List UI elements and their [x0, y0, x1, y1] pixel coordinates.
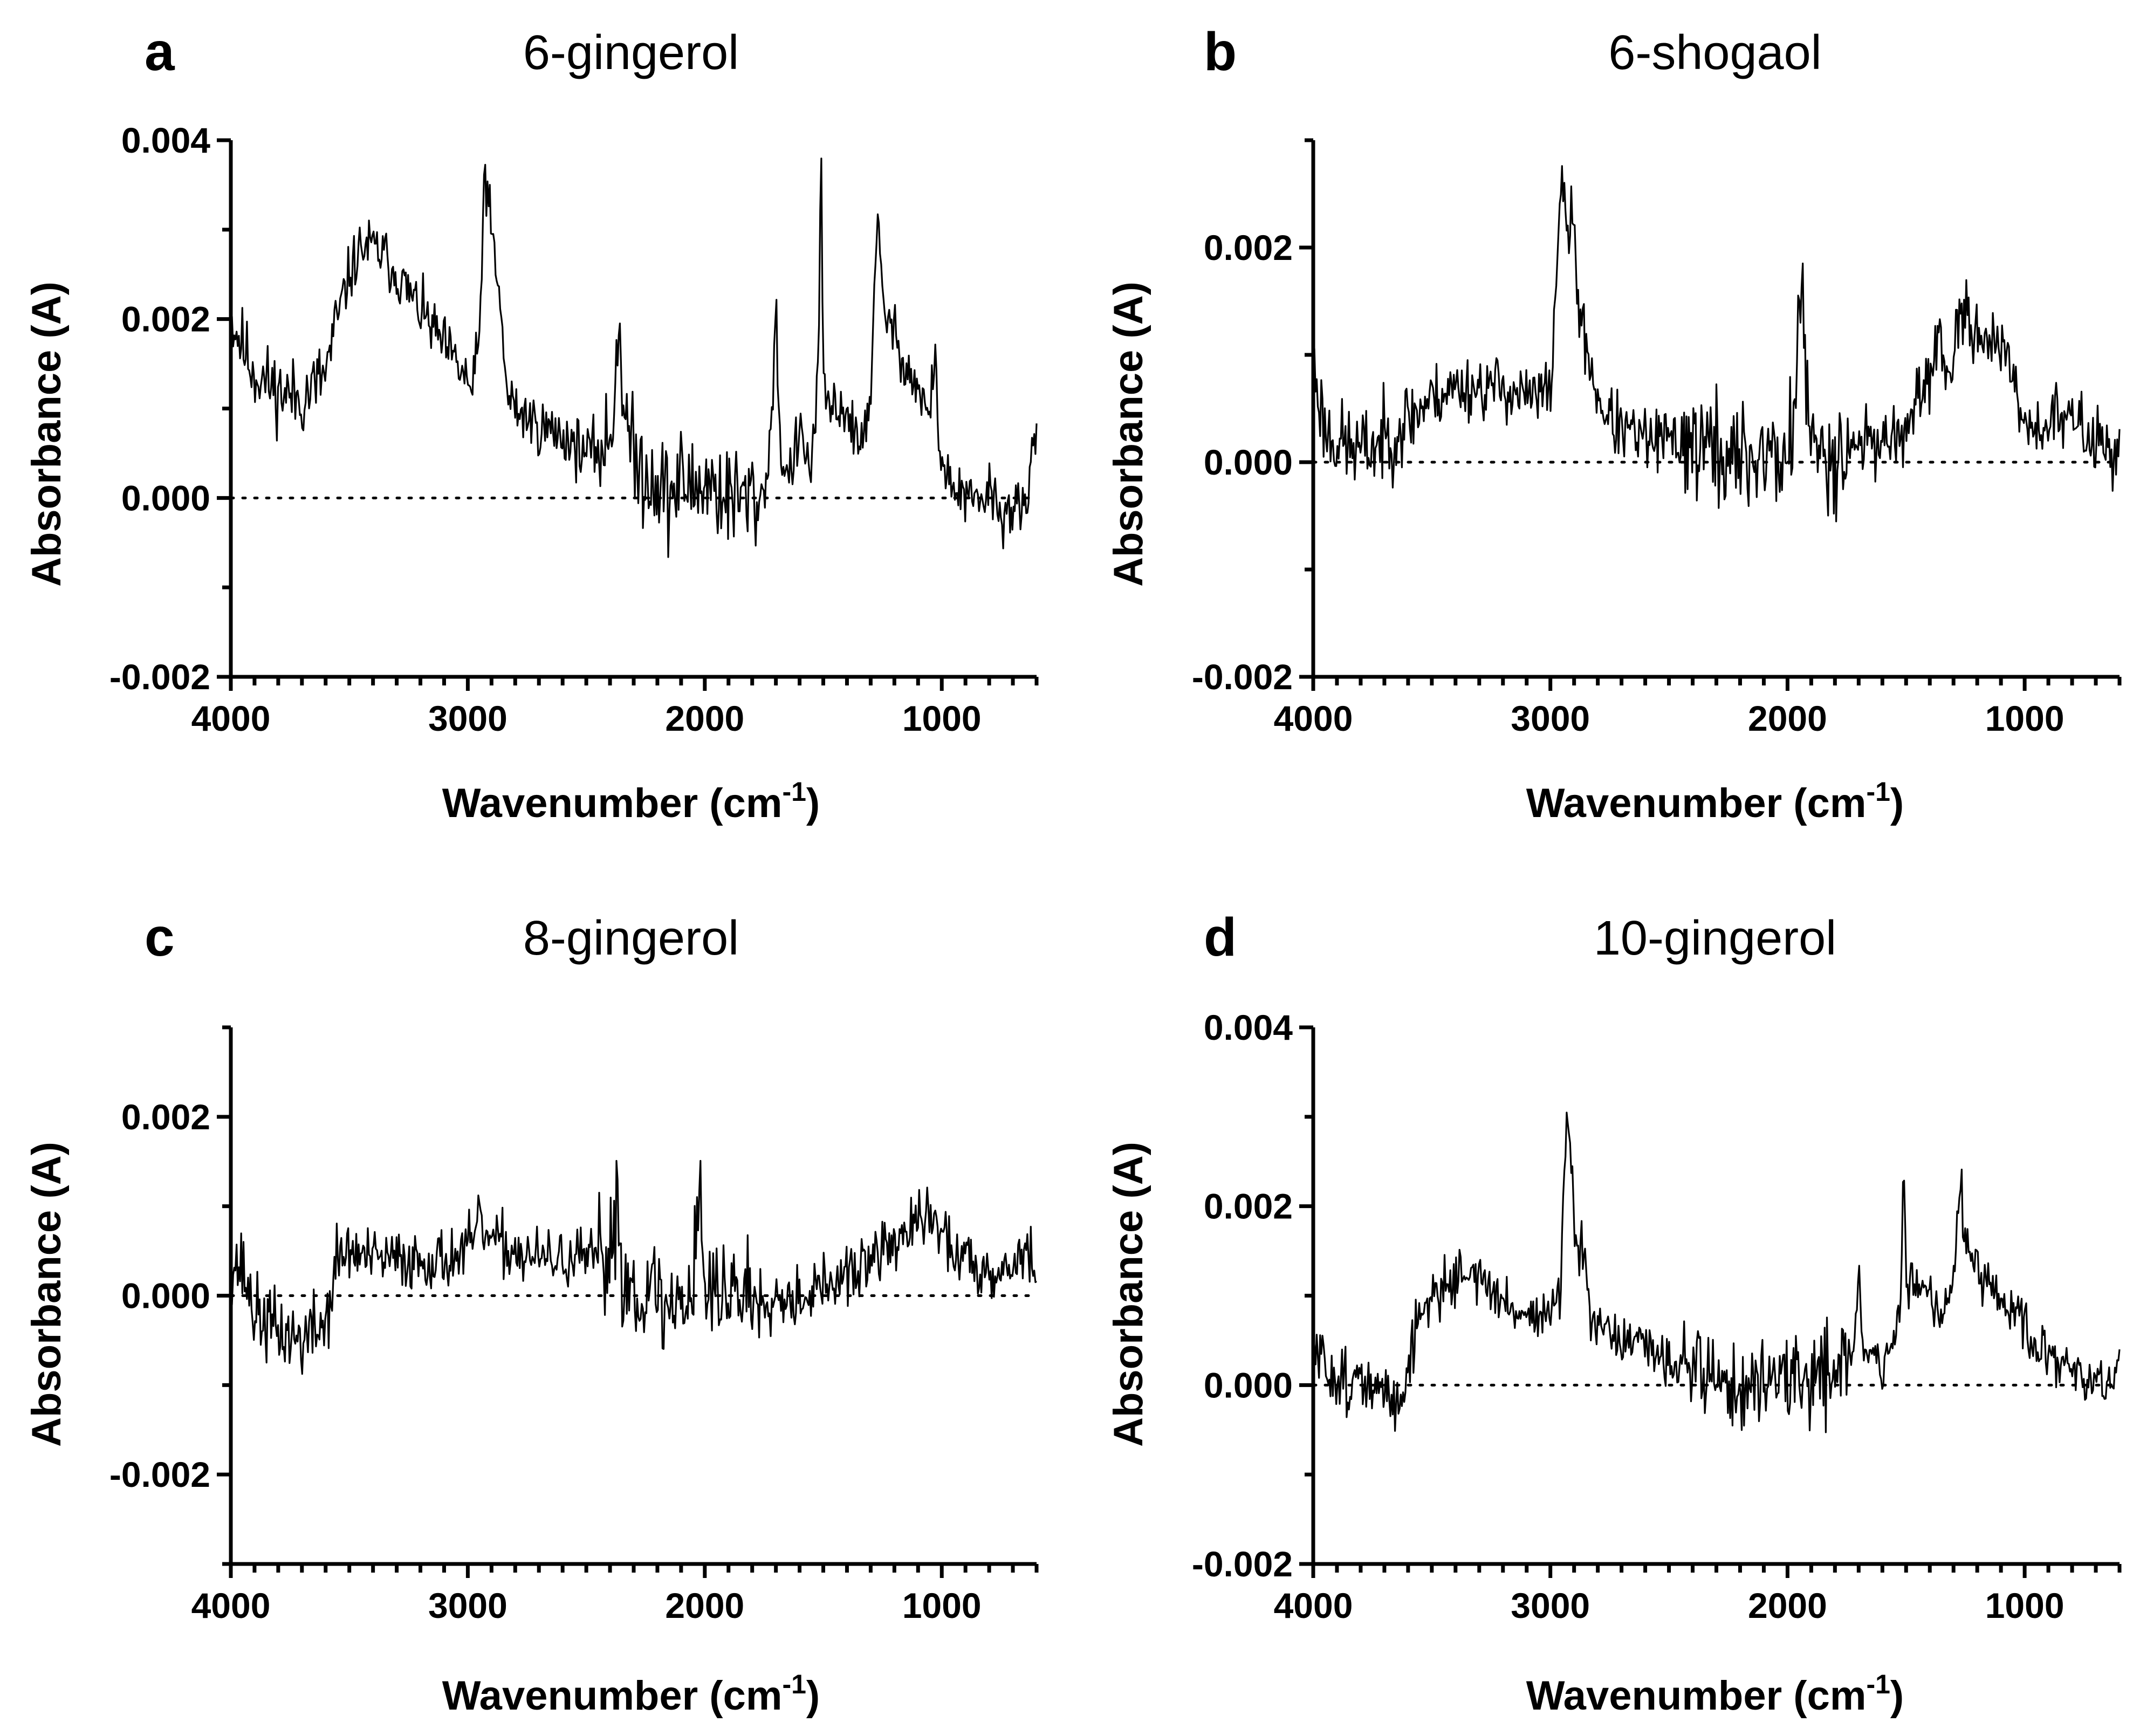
panel-letter: d [1204, 907, 1237, 968]
x-tick-label: 3000 [428, 698, 507, 738]
x-axis-label-main: Wavenumber (cm [1526, 1673, 1867, 1719]
plot-area: -0.002 0.000 0.002 0.004 4000 3000 2000 1000 [1192, 1007, 2122, 1625]
x-axis-label: Wavenumber (cm-1) [1526, 1669, 1904, 1719]
y-tick-label: 0.000 [121, 1276, 210, 1316]
plot-area: -0.002 0.000 0.002 4000 3000 2000 1000 [1192, 138, 2122, 738]
x-axis-label-main: Wavenumber (cm [442, 1673, 783, 1719]
plot-area: -0.002 0.000 0.002 4000 3000 2000 1000 [109, 1025, 1039, 1625]
x-tick-label: 1000 [1985, 1586, 2065, 1625]
x-tick-label: 3000 [1511, 1586, 1590, 1625]
x-axis-label: Wavenumber (cm-1) [442, 1669, 820, 1719]
y-tick-label: 0.004 [121, 120, 210, 160]
x-tick-label: 2000 [1748, 698, 1827, 738]
x-tick-label: 4000 [1274, 1586, 1353, 1625]
x-tick-label: 2000 [1748, 1586, 1827, 1625]
y-tick-label: -0.002 [109, 657, 210, 697]
x-axis-label-main: Wavenumber (cm [1526, 780, 1867, 826]
x-tick-label: 2000 [665, 698, 744, 738]
x-tick-label: 1000 [902, 698, 982, 738]
y-tick-label: 0.004 [1204, 1007, 1293, 1047]
x-axis-label-sup: -1 [782, 1669, 806, 1699]
y-tick-label: 0.002 [1204, 1186, 1293, 1226]
y-tick-label: -0.002 [1192, 1544, 1293, 1584]
y-tick-label: 0.002 [121, 1097, 210, 1137]
spectrum-line [230, 157, 1038, 558]
x-tick-label: 4000 [191, 698, 271, 738]
chart-title: 8-gingerol [523, 911, 739, 965]
panel-letter: a [145, 22, 175, 82]
y-axis-label: Absorbance (A) [24, 282, 70, 587]
panel-d: d 10-gingerol Absorbance (A) Wavenumber … [1106, 907, 2122, 1719]
x-tick-label: 4000 [191, 1586, 271, 1625]
panel-a: a 6-gingerol Absorbance (A) Wavenumber (… [24, 22, 1039, 826]
panel-letter: c [145, 907, 175, 968]
panel-b: b 6-shogaol Absorbance (A) Wavenumber (c… [1106, 22, 2122, 826]
x-axis-label-close: ) [806, 780, 820, 826]
x-axis-label: Wavenumber (cm-1) [1526, 777, 1904, 826]
y-axis-label: Absorbance (A) [24, 1142, 70, 1447]
y-tick-label: 0.002 [121, 299, 210, 339]
panel-c: c 8-gingerol Absorbance (A) Wavenumber (… [24, 907, 1039, 1719]
y-tick-label: 0.000 [1204, 1365, 1293, 1405]
x-tick-label: 1000 [902, 1586, 982, 1625]
y-tick-label: 0.002 [1204, 228, 1293, 267]
y-axis-label: Absorbance (A) [1106, 1142, 1151, 1447]
y-tick-label: -0.002 [109, 1454, 210, 1494]
y-axis-label: Absorbance (A) [1106, 282, 1151, 587]
panel-letter: b [1204, 22, 1237, 82]
chart-title: 6-gingerol [523, 26, 739, 80]
chart-title: 6-shogaol [1608, 26, 1821, 80]
spectrum-line [1312, 1111, 2121, 1433]
spectrum-line [1312, 165, 2121, 523]
x-axis-label: Wavenumber (cm-1) [442, 777, 820, 826]
y-tick-label: -0.002 [1192, 657, 1293, 697]
x-axis-label-sup: -1 [782, 777, 806, 807]
spectrum-line [230, 1159, 1037, 1375]
x-tick-label: 3000 [428, 1586, 507, 1625]
x-tick-label: 2000 [665, 1586, 744, 1625]
x-axis-label-sup: -1 [1866, 1669, 1890, 1699]
x-axis-label-sup: -1 [1866, 777, 1890, 807]
x-tick-label: 3000 [1511, 698, 1590, 738]
chart-title: 10-gingerol [1594, 911, 1836, 965]
plot-area: -0.002 0.000 0.002 0.004 4000 3000 2000 1000 [109, 120, 1039, 738]
y-tick-label: 0.000 [121, 478, 210, 518]
x-tick-label: 1000 [1985, 698, 2065, 738]
x-axis-label-main: Wavenumber (cm [442, 780, 783, 826]
y-tick-label: 0.000 [1204, 442, 1293, 482]
x-axis-label-close: ) [1890, 1673, 1904, 1719]
x-tick-label: 4000 [1274, 698, 1353, 738]
x-axis-label-close: ) [1890, 780, 1904, 826]
x-axis-label-close: ) [806, 1673, 820, 1719]
